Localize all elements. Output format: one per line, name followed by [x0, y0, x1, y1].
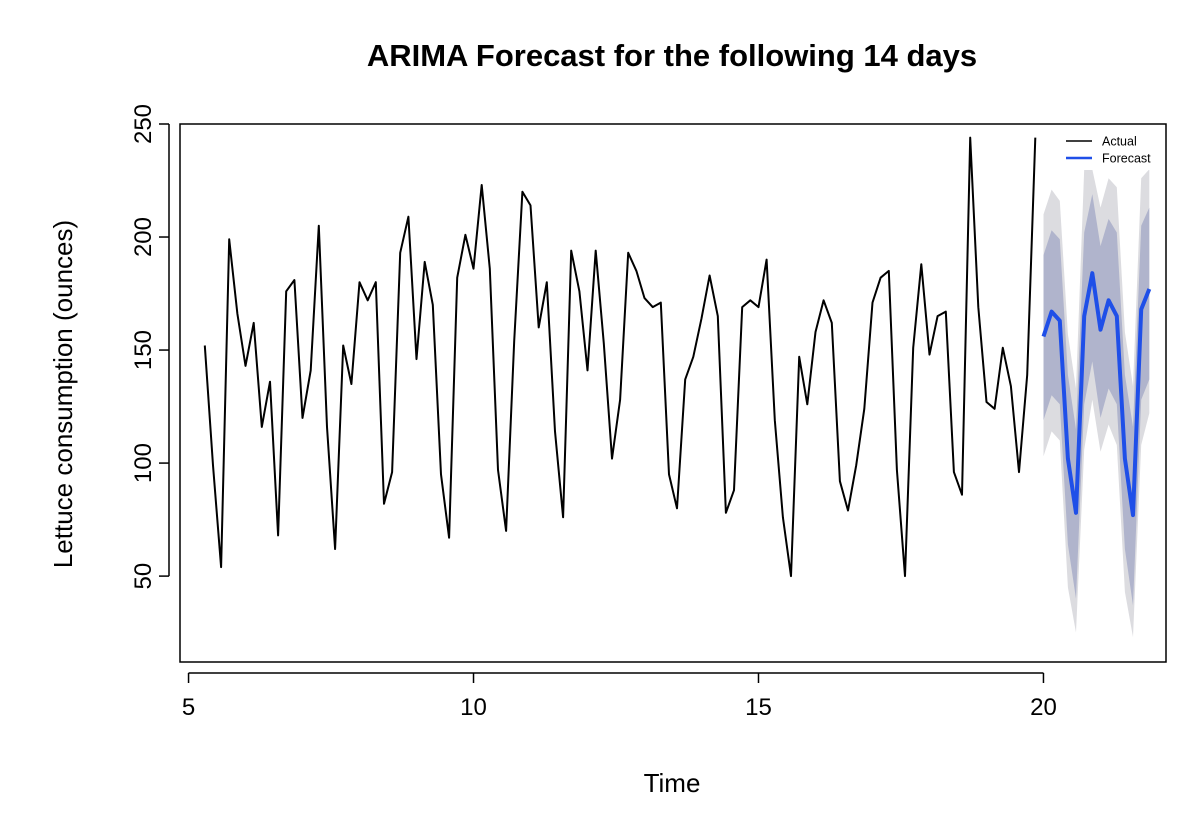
actual-series-line	[203, 136, 1037, 578]
prediction-interval-80	[1043, 194, 1150, 606]
y-axis-label: Lettuce consumption (ounces)	[48, 220, 78, 568]
legend: Actual Forecast	[1052, 126, 1164, 170]
legend-label-actual: Actual	[1102, 135, 1137, 149]
x-tick-label: 10	[460, 694, 487, 721]
y-tick-label: 250	[130, 104, 157, 144]
legend-label-forecast: Forecast	[1102, 152, 1151, 166]
y-tick-label: 50	[130, 563, 157, 590]
y-tick-label: 100	[130, 443, 157, 483]
chart-title: ARIMA Forecast for the following 14 days	[367, 38, 977, 73]
x-tick-label: 5	[182, 694, 195, 721]
x-tick-label: 15	[745, 694, 772, 721]
x-tick-label: 20	[1030, 694, 1057, 721]
plot-frame	[179, 123, 1167, 663]
y-tick-label: 200	[130, 217, 157, 257]
y-tick-label: 150	[130, 330, 157, 370]
forecast-series-line	[1041, 271, 1152, 518]
axes: 5 10 15 20 50 100 150 200 250	[130, 104, 1167, 721]
plot-area	[203, 136, 1152, 638]
x-axis-label: Time	[644, 768, 701, 798]
legend-box	[1052, 126, 1164, 170]
